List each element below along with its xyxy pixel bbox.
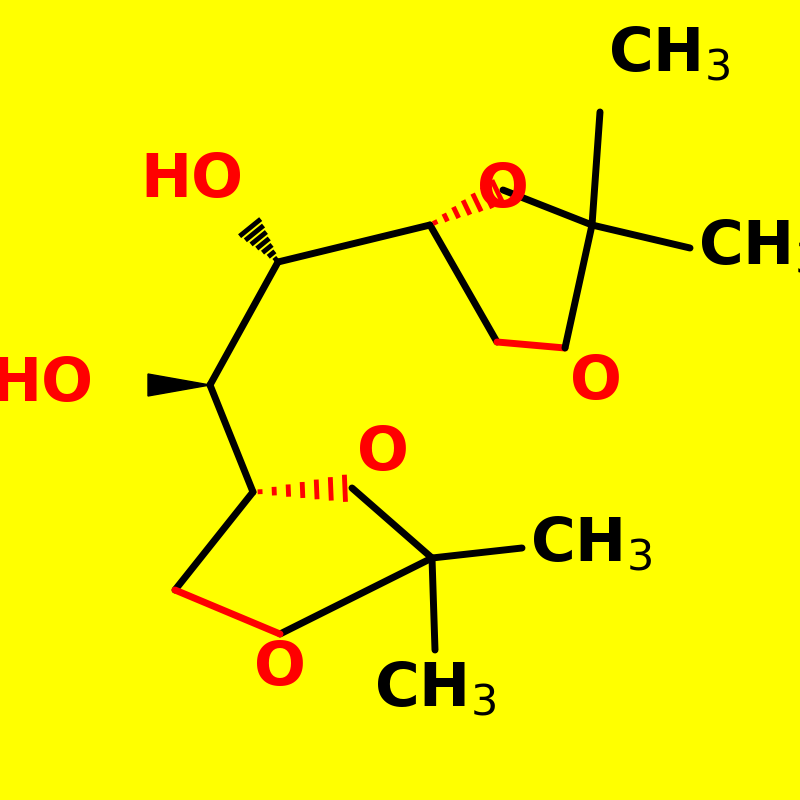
Text: HO: HO [0, 355, 93, 414]
Text: O: O [570, 353, 622, 412]
Polygon shape [148, 374, 210, 396]
Text: CH$_3$: CH$_3$ [698, 218, 800, 278]
Text: CH$_3$: CH$_3$ [530, 515, 653, 574]
Text: HO: HO [141, 151, 243, 210]
Text: O: O [477, 161, 529, 219]
Text: CH$_3$: CH$_3$ [608, 26, 730, 85]
Text: O: O [357, 424, 409, 483]
Text: O: O [254, 639, 306, 698]
Text: CH$_3$: CH$_3$ [374, 660, 496, 719]
